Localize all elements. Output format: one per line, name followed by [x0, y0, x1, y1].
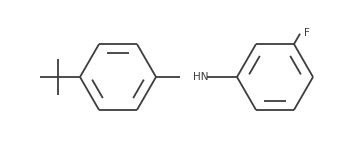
Text: HN: HN [193, 72, 209, 82]
Text: F: F [304, 28, 310, 38]
